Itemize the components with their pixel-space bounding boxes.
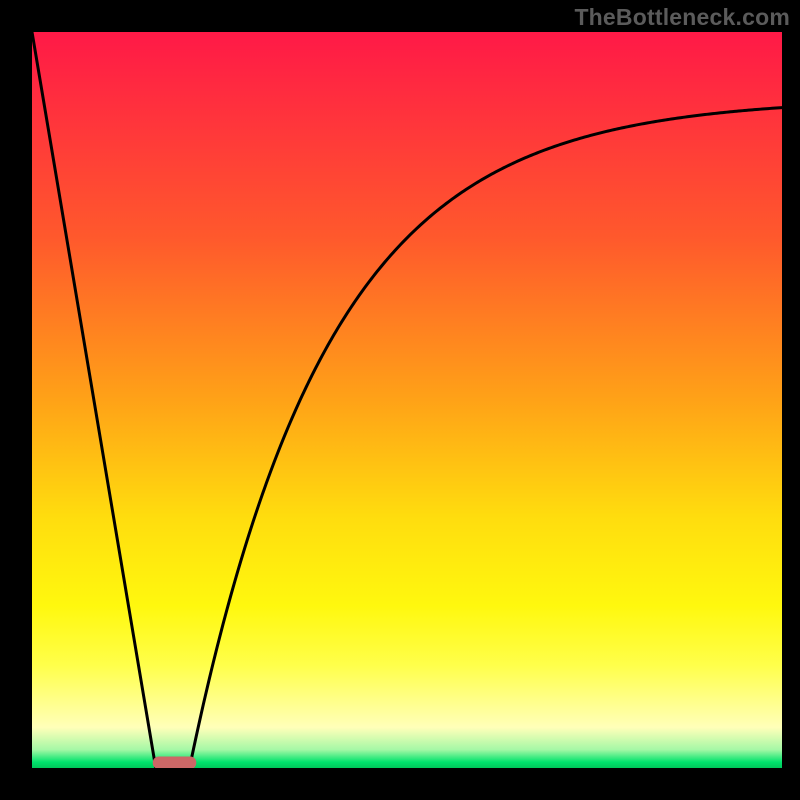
chart-container: TheBottleneck.com	[0, 0, 800, 800]
watermark-text: TheBottleneck.com	[574, 4, 790, 31]
bottleneck-curve-chart	[0, 0, 800, 800]
